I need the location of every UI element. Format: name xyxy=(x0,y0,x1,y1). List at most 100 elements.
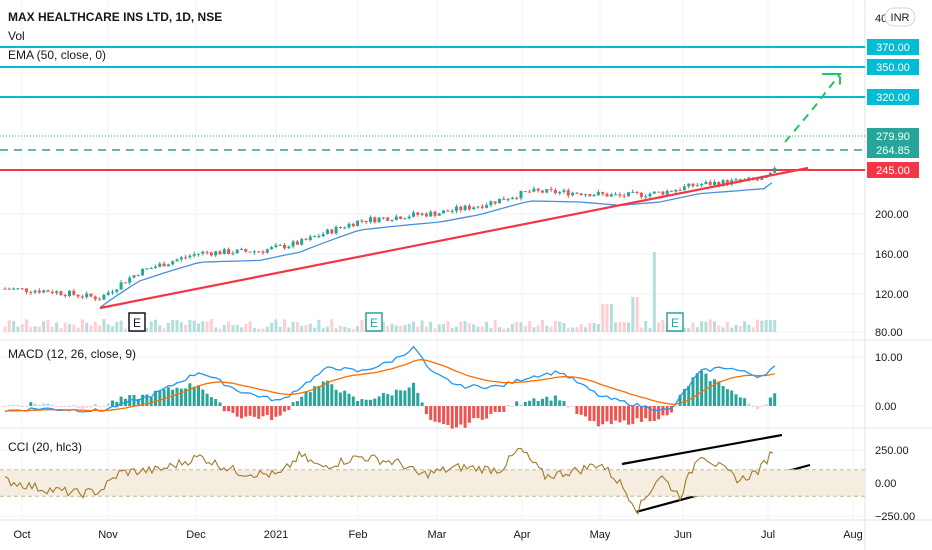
cci-channel-upper[interactable] xyxy=(621,433,783,466)
volume-bar xyxy=(523,325,527,332)
candle-body xyxy=(725,180,729,185)
candle-body xyxy=(201,251,205,254)
candle-body xyxy=(136,275,140,277)
macd-histogram-bar xyxy=(158,390,162,406)
macd-histogram-bar xyxy=(304,391,308,406)
volume-bar xyxy=(459,322,463,332)
volume-bar xyxy=(343,326,347,332)
volume-bar xyxy=(528,321,532,332)
trendlines[interactable] xyxy=(99,73,843,514)
candle-body xyxy=(377,217,381,223)
earnings-marker-label: E xyxy=(133,316,141,330)
volume-bar xyxy=(566,327,570,332)
candle-body xyxy=(399,216,403,219)
candle-body xyxy=(257,251,261,253)
macd-histogram-bar xyxy=(704,373,708,406)
projection-arrow[interactable] xyxy=(784,73,843,143)
volume-bar xyxy=(558,321,562,332)
volume-bar xyxy=(403,324,407,332)
candle-body xyxy=(166,264,170,267)
candle-body xyxy=(37,290,41,293)
macd-histogram-bar xyxy=(321,381,325,406)
candle-body xyxy=(704,181,708,185)
macd-histogram-bar xyxy=(72,405,76,407)
macd-histogram-bar xyxy=(16,404,20,406)
volume-bar xyxy=(50,326,54,332)
macd-histogram-bar xyxy=(334,389,338,406)
macd-histogram-bar xyxy=(46,403,50,406)
candle-body xyxy=(644,196,648,198)
macd-histogram-bar xyxy=(115,401,119,406)
macd-histogram-bar xyxy=(682,389,686,406)
volume-bar xyxy=(235,324,239,332)
earnings-marker[interactable] xyxy=(128,312,146,332)
candle-body xyxy=(721,180,725,186)
volume-bar xyxy=(252,327,256,332)
macd-histogram-bar xyxy=(274,406,278,417)
volume-bar xyxy=(424,326,428,332)
level-label-box xyxy=(867,142,919,158)
volume-bar xyxy=(334,328,338,332)
macd-histogram-bar xyxy=(295,401,299,406)
macd-histogram-bar xyxy=(519,404,523,406)
volume-bar xyxy=(562,323,566,332)
volume-bar xyxy=(209,319,213,332)
candle-body xyxy=(55,291,59,294)
candle-body xyxy=(442,210,446,214)
candle-body xyxy=(412,212,415,217)
macd-histogram-bar xyxy=(463,406,467,428)
candle-body xyxy=(369,217,372,223)
volume-bar xyxy=(657,322,661,332)
candle-body xyxy=(145,268,149,270)
candle-body xyxy=(373,217,377,223)
macd-histogram-bar xyxy=(278,406,282,416)
level-label-box xyxy=(867,59,919,75)
candle-body xyxy=(72,290,76,295)
candle-body xyxy=(171,261,175,265)
volume-bar xyxy=(467,323,471,332)
macd-histogram-bar xyxy=(657,406,661,420)
macd-histogram-bar xyxy=(506,404,510,406)
macd-histogram-bar xyxy=(442,406,446,425)
volume-bar xyxy=(274,319,278,332)
volume-bar xyxy=(291,321,295,332)
macd-histogram-bar xyxy=(721,385,725,406)
horizontal-levels[interactable] xyxy=(0,46,865,171)
volume-bars xyxy=(3,252,777,332)
macd-histogram-bar xyxy=(218,402,222,406)
candle-body xyxy=(437,213,441,216)
macd-histogram-bar xyxy=(390,395,394,406)
macd-histogram-bar xyxy=(743,398,747,406)
cci-tick: 250.00 xyxy=(875,445,909,457)
volume-bar xyxy=(171,319,175,332)
candle-body xyxy=(29,291,33,293)
level-label-box xyxy=(867,162,919,178)
earnings-marker[interactable] xyxy=(365,312,383,332)
macd-histogram-bar xyxy=(652,406,656,421)
candle-body xyxy=(605,193,609,197)
candle-body xyxy=(635,191,639,193)
volume-bar xyxy=(326,326,329,332)
volume-label: Vol xyxy=(8,29,25,43)
volume-bar xyxy=(29,327,33,332)
macd-histogram-bar xyxy=(136,398,140,406)
candle-body xyxy=(648,193,652,197)
candle-body xyxy=(498,198,501,204)
price-tick: 200.00 xyxy=(875,209,909,221)
earnings-marker[interactable] xyxy=(666,312,684,332)
candle-body xyxy=(85,293,89,298)
volume-bar xyxy=(222,325,226,332)
candle-body xyxy=(515,197,519,199)
volume-bar xyxy=(510,324,514,332)
macd-histogram-bar xyxy=(416,392,420,406)
macd-histogram-bar xyxy=(132,394,136,406)
macd-histogram-bar xyxy=(592,406,596,422)
support-trendline[interactable] xyxy=(99,166,809,310)
candle-body xyxy=(111,291,114,293)
macd-histogram-bar xyxy=(369,399,372,406)
macd-tick: 10.00 xyxy=(875,352,903,364)
volume-bar xyxy=(25,319,28,332)
volume-bar xyxy=(644,320,648,332)
